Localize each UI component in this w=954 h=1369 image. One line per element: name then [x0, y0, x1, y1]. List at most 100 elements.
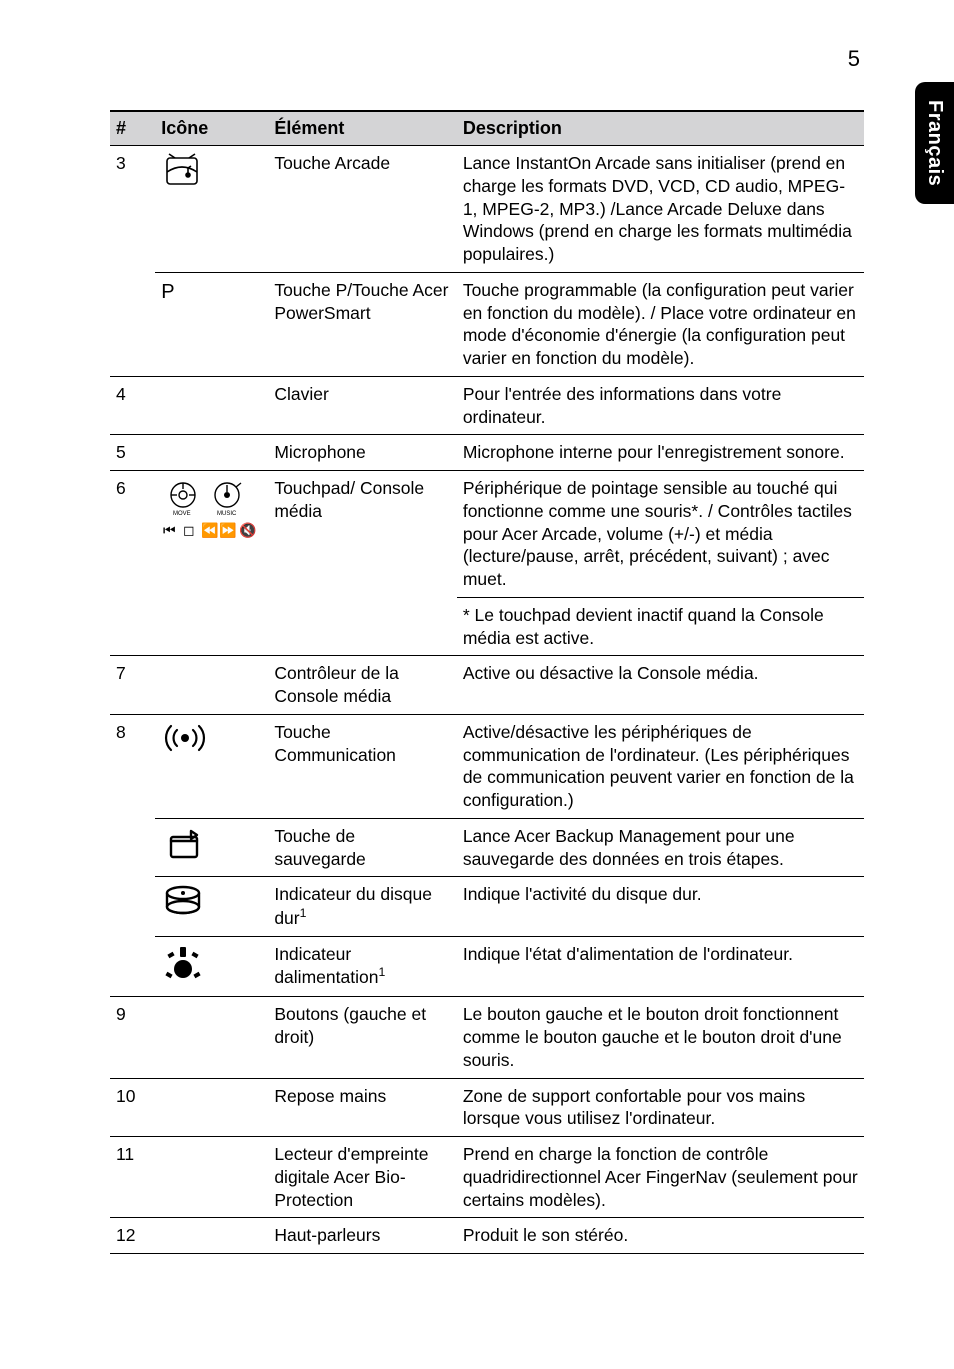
cell-elem: Microphone — [268, 435, 457, 471]
cell-elem: Indicateur dalimentation1 — [268, 936, 457, 997]
cell-num: 11 — [110, 1137, 155, 1218]
table-row: 9 Boutons (gauche et droit) Le bouton ga… — [110, 997, 864, 1078]
cell-num — [110, 877, 155, 936]
page: 5 Français # Icône Élément Description 3 — [0, 0, 954, 1369]
cell-desc: Touche programmable (la configuration pe… — [457, 272, 864, 376]
cell-desc: Le bouton gauche et le bouton droit fonc… — [457, 997, 864, 1078]
cell-desc: Produit le son stéréo. — [457, 1218, 864, 1254]
cell-icon — [155, 376, 268, 435]
spec-table: # Icône Élément Description 3 — [110, 110, 864, 1254]
hdd-indicator-icon — [161, 883, 205, 923]
cell-elem — [268, 597, 457, 656]
table-row: 3 Touche Arcade Lance InstantOn Arcade s… — [110, 146, 864, 273]
col-elem: Élément — [268, 111, 457, 146]
cell-icon — [155, 877, 268, 936]
col-num: # — [110, 111, 155, 146]
cell-desc: Lance Acer Backup Management pour une sa… — [457, 818, 864, 877]
cell-num — [110, 272, 155, 376]
elem-sup: 1 — [378, 965, 385, 979]
cell-elem: Contrôleur de la Console média — [268, 656, 457, 715]
cell-elem: Boutons (gauche et droit) — [268, 997, 457, 1078]
cell-icon — [155, 435, 268, 471]
cell-desc: Active/désactive les périphériques de co… — [457, 714, 864, 818]
cell-elem: Haut-parleurs — [268, 1218, 457, 1254]
col-icon: Icône — [155, 111, 268, 146]
cell-icon: P — [155, 272, 268, 376]
cell-icon — [155, 146, 268, 273]
cell-elem: Touche de sauvegarde — [268, 818, 457, 877]
table-row: 6 MOVE — [110, 471, 864, 598]
cell-icon — [155, 1218, 268, 1254]
cell-elem: Touche P/Touche Acer PowerSmart — [268, 272, 457, 376]
cell-num — [110, 597, 155, 656]
svg-text:MUSIC: MUSIC — [217, 511, 237, 517]
svg-text:⏩: ⏩ — [219, 522, 236, 539]
cell-icon — [155, 1078, 268, 1137]
table-header-row: # Icône Élément Description — [110, 111, 864, 146]
cell-icon — [155, 818, 268, 877]
cell-num: 3 — [110, 146, 155, 273]
cell-desc: * Le touchpad devient inactif quand la C… — [457, 597, 864, 656]
cell-icon — [155, 714, 268, 818]
cell-icon — [155, 597, 268, 656]
cell-icon — [155, 997, 268, 1078]
cell-num: 8 — [110, 714, 155, 818]
svg-text:⏮: ⏮ — [163, 522, 176, 538]
table-row: 7 Contrôleur de la Console média Active … — [110, 656, 864, 715]
svg-text:🔇: 🔇 — [239, 522, 256, 539]
language-tab: Français — [915, 82, 954, 204]
cell-desc: Prend en charge la fonction de contrôle … — [457, 1137, 864, 1218]
table-row: 11 Lecteur d'empreinte digitale Acer Bio… — [110, 1137, 864, 1218]
cell-num — [110, 936, 155, 997]
table-row: 8 Touche Communication Active/désactive … — [110, 714, 864, 818]
table-row: Touche de sauvegarde Lance Acer Backup M… — [110, 818, 864, 877]
svg-text:◻: ◻ — [183, 522, 195, 538]
cell-icon — [155, 1137, 268, 1218]
communication-icon — [161, 721, 209, 755]
table-row: Indicateur dalimentation1 Indique l'état… — [110, 936, 864, 997]
cell-desc: Pour l'entrée des informations dans votr… — [457, 376, 864, 435]
table-row: P Touche P/Touche Acer PowerSmart Touche… — [110, 272, 864, 376]
table-row: 5 Microphone Microphone interne pour l'e… — [110, 435, 864, 471]
cell-elem: Indicateur du disque dur1 — [268, 877, 457, 936]
cell-desc: Lance InstantOn Arcade sans initialiser … — [457, 146, 864, 273]
touchpad-media-icon: MOVE MUSIC ⏮ ◻ ⏪ — [161, 477, 261, 541]
cell-num: 7 — [110, 656, 155, 715]
table-row: 10 Repose mains Zone de support conforta… — [110, 1078, 864, 1137]
cell-desc: Indique l'activité du disque dur. — [457, 877, 864, 936]
page-number: 5 — [848, 46, 860, 72]
cell-icon: MOVE MUSIC ⏮ ◻ ⏪ — [155, 471, 268, 598]
cell-num: 12 — [110, 1218, 155, 1254]
cell-num: 10 — [110, 1078, 155, 1137]
elem-sup: 1 — [300, 906, 307, 920]
cell-num: 5 — [110, 435, 155, 471]
col-desc: Description — [457, 111, 864, 146]
power-indicator-icon — [161, 943, 205, 985]
cell-elem: Clavier — [268, 376, 457, 435]
cell-num: 6 — [110, 471, 155, 598]
elem-text: Indicateur du disque dur — [274, 884, 432, 928]
cell-elem: Touche Arcade — [268, 146, 457, 273]
cell-num: 4 — [110, 376, 155, 435]
cell-desc: Microphone interne pour l'enregistrement… — [457, 435, 864, 471]
cell-icon — [155, 936, 268, 997]
cell-icon — [155, 656, 268, 715]
table-row: 4 Clavier Pour l'entrée des informations… — [110, 376, 864, 435]
table-row: * Le touchpad devient inactif quand la C… — [110, 597, 864, 656]
cell-desc: Active ou désactive la Console média. — [457, 656, 864, 715]
cell-num — [110, 818, 155, 877]
cell-elem: Touchpad/ Console média — [268, 471, 457, 598]
cell-desc: Indique l'état d'alimentation de l'ordin… — [457, 936, 864, 997]
backup-icon — [161, 825, 209, 863]
table-row: 12 Haut-parleurs Produit le son stéréo. — [110, 1218, 864, 1254]
cell-desc: Zone de support confortable pour vos mai… — [457, 1078, 864, 1137]
table-row: Indicateur du disque dur1 Indique l'acti… — [110, 877, 864, 936]
cell-num: 9 — [110, 997, 155, 1078]
cell-elem: Touche Communication — [268, 714, 457, 818]
svg-text:MOVE: MOVE — [173, 511, 191, 517]
cell-desc: Périphérique de pointage sensible au tou… — [457, 471, 864, 598]
elem-text: Indicateur dalimentation — [274, 944, 378, 988]
arcade-icon — [161, 152, 203, 190]
cell-elem: Repose mains — [268, 1078, 457, 1137]
svg-text:⏪: ⏪ — [201, 522, 218, 539]
